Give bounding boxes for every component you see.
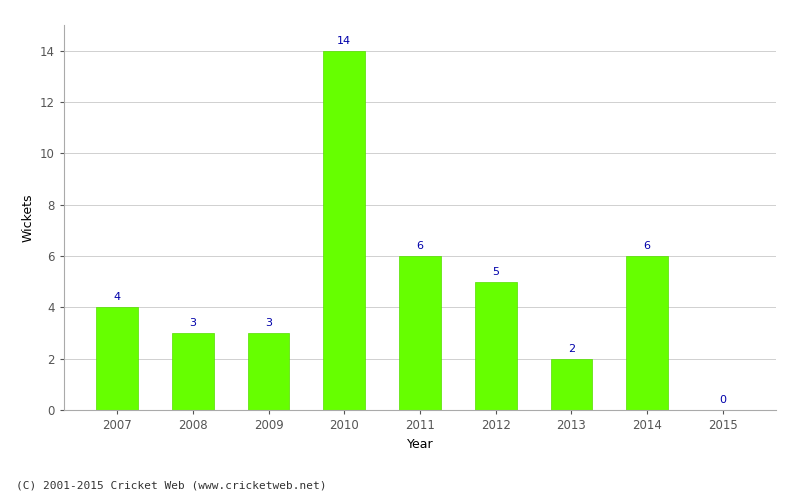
Text: 6: 6 — [644, 241, 650, 251]
Y-axis label: Wickets: Wickets — [22, 193, 34, 242]
Bar — [626, 256, 668, 410]
Bar — [172, 333, 214, 410]
Bar — [323, 50, 365, 410]
Bar — [96, 308, 138, 410]
Text: 5: 5 — [492, 266, 499, 276]
Text: 14: 14 — [338, 36, 351, 46]
Bar — [550, 358, 592, 410]
Text: 4: 4 — [114, 292, 121, 302]
Bar — [248, 333, 290, 410]
Text: 0: 0 — [719, 395, 726, 405]
Text: (C) 2001-2015 Cricket Web (www.cricketweb.net): (C) 2001-2015 Cricket Web (www.cricketwe… — [16, 480, 326, 490]
Text: 3: 3 — [265, 318, 272, 328]
Text: 6: 6 — [417, 241, 423, 251]
Bar — [399, 256, 441, 410]
Text: 2: 2 — [568, 344, 575, 353]
X-axis label: Year: Year — [406, 438, 434, 450]
Text: 3: 3 — [190, 318, 196, 328]
Bar — [475, 282, 517, 410]
